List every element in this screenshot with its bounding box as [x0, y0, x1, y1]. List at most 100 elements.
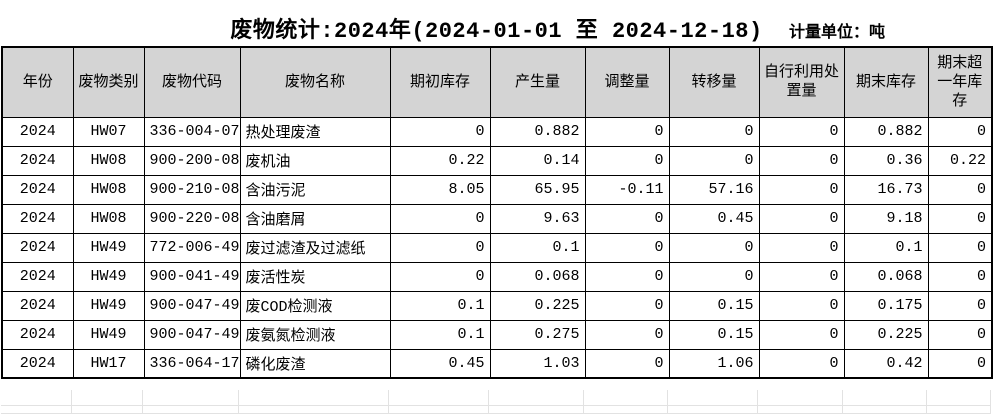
cell-waste-category[interactable]: HW08 [72, 174, 145, 205]
cell-waste-code[interactable]: 900-041-49 [143, 261, 241, 292]
cell-waste-category[interactable]: HW49 [72, 319, 145, 350]
cell-waste-name[interactable]: 磷化废渣 [239, 348, 391, 379]
cell-waste-category[interactable]: HW17 [72, 348, 145, 379]
cell-self-disposal-amount[interactable]: 0 [758, 290, 845, 321]
cell-initial-stock[interactable]: 8.05 [389, 174, 491, 205]
column-header-ending-stock[interactable]: 期末库存 [843, 46, 929, 118]
cell-transfer-amount[interactable]: 57.16 [668, 174, 760, 205]
cell-year[interactable]: 2024 [1, 203, 74, 234]
cell-generated-amount[interactable]: 0.068 [489, 261, 586, 292]
cell-initial-stock[interactable]: 0.45 [389, 348, 491, 379]
column-header-transfer-amount[interactable]: 转移量 [668, 46, 760, 118]
empty-cell[interactable] [489, 390, 584, 406]
cell-adjustment-amount[interactable]: 0 [584, 348, 670, 379]
cell-over-one-year-stock[interactable]: 0 [927, 174, 993, 205]
empty-cell[interactable] [927, 406, 991, 414]
cell-transfer-amount[interactable]: 0 [668, 145, 760, 176]
cell-year[interactable]: 2024 [1, 319, 74, 350]
cell-adjustment-amount[interactable]: 0 [584, 232, 670, 263]
cell-waste-name[interactable]: 废过滤渣及过滤纸 [239, 232, 391, 263]
cell-transfer-amount[interactable]: 0 [668, 232, 760, 263]
cell-adjustment-amount[interactable]: 0 [584, 290, 670, 321]
cell-waste-name[interactable]: 热处理废渣 [239, 116, 391, 147]
cell-waste-code[interactable]: 900-200-08 [143, 145, 241, 176]
cell-transfer-amount[interactable]: 0.45 [668, 203, 760, 234]
cell-over-one-year-stock[interactable]: 0.22 [927, 145, 993, 176]
empty-cell[interactable] [239, 390, 389, 406]
cell-initial-stock[interactable]: 0.1 [389, 319, 491, 350]
cell-year[interactable]: 2024 [1, 145, 74, 176]
cell-waste-name[interactable]: 含油磨屑 [239, 203, 391, 234]
cell-transfer-amount[interactable]: 0.15 [668, 290, 760, 321]
cell-waste-name[interactable]: 废COD检测液 [239, 290, 391, 321]
cell-waste-name[interactable]: 废机油 [239, 145, 391, 176]
empty-cell[interactable] [584, 406, 668, 414]
cell-transfer-amount[interactable]: 0 [668, 116, 760, 147]
empty-cell[interactable] [143, 406, 239, 414]
empty-cell[interactable] [758, 406, 843, 414]
cell-waste-category[interactable]: HW08 [72, 145, 145, 176]
cell-ending-stock[interactable]: 0.175 [843, 290, 929, 321]
cell-year[interactable]: 2024 [1, 348, 74, 379]
cell-year[interactable]: 2024 [1, 290, 74, 321]
cell-generated-amount[interactable]: 0.225 [489, 290, 586, 321]
column-header-waste-category[interactable]: 废物类别 [72, 46, 145, 118]
cell-self-disposal-amount[interactable]: 0 [758, 348, 845, 379]
cell-self-disposal-amount[interactable]: 0 [758, 174, 845, 205]
cell-initial-stock[interactable]: 0 [389, 232, 491, 263]
empty-cell[interactable] [668, 406, 758, 414]
column-header-self-disposal-amount[interactable]: 自行利用处置量 [758, 46, 845, 118]
cell-over-one-year-stock[interactable]: 0 [927, 203, 993, 234]
cell-adjustment-amount[interactable]: 0 [584, 261, 670, 292]
cell-waste-category[interactable]: HW49 [72, 232, 145, 263]
cell-waste-code[interactable]: 900-047-49 [143, 319, 241, 350]
cell-transfer-amount[interactable]: 0 [668, 261, 760, 292]
cell-ending-stock[interactable]: 0.36 [843, 145, 929, 176]
cell-waste-category[interactable]: HW49 [72, 290, 145, 321]
cell-waste-code[interactable]: 900-047-49 [143, 290, 241, 321]
empty-cell[interactable] [1, 406, 72, 414]
cell-generated-amount[interactable]: 0.14 [489, 145, 586, 176]
cell-year[interactable]: 2024 [1, 261, 74, 292]
cell-ending-stock[interactable]: 0.068 [843, 261, 929, 292]
cell-self-disposal-amount[interactable]: 0 [758, 319, 845, 350]
cell-over-one-year-stock[interactable]: 0 [927, 232, 993, 263]
column-header-adjustment-amount[interactable]: 调整量 [584, 46, 670, 118]
empty-cell[interactable] [143, 390, 239, 406]
cell-waste-name[interactable]: 废氨氮检测液 [239, 319, 391, 350]
cell-waste-code[interactable]: 336-004-07 [143, 116, 241, 147]
cell-year[interactable]: 2024 [1, 116, 74, 147]
empty-cell[interactable] [843, 390, 927, 406]
empty-cell[interactable] [584, 390, 668, 406]
empty-cell[interactable] [1, 390, 72, 406]
column-header-waste-code[interactable]: 废物代码 [143, 46, 241, 118]
cell-ending-stock[interactable]: 16.73 [843, 174, 929, 205]
cell-ending-stock[interactable]: 9.18 [843, 203, 929, 234]
cell-waste-name[interactable]: 废活性炭 [239, 261, 391, 292]
empty-cell[interactable] [668, 390, 758, 406]
cell-generated-amount[interactable]: 0.882 [489, 116, 586, 147]
column-header-generated-amount[interactable]: 产生量 [489, 46, 586, 118]
cell-waste-code[interactable]: 336-064-17 [143, 348, 241, 379]
cell-generated-amount[interactable]: 0.1 [489, 232, 586, 263]
cell-transfer-amount[interactable]: 1.06 [668, 348, 760, 379]
cell-waste-category[interactable]: HW49 [72, 261, 145, 292]
cell-waste-category[interactable]: HW07 [72, 116, 145, 147]
cell-waste-code[interactable]: 900-210-08 [143, 174, 241, 205]
cell-self-disposal-amount[interactable]: 0 [758, 116, 845, 147]
cell-initial-stock[interactable]: 0 [389, 203, 491, 234]
cell-waste-name[interactable]: 含油污泥 [239, 174, 391, 205]
column-header-waste-name[interactable]: 废物名称 [239, 46, 391, 118]
cell-ending-stock[interactable]: 0.1 [843, 232, 929, 263]
cell-initial-stock[interactable]: 0 [389, 116, 491, 147]
empty-cell[interactable] [843, 406, 927, 414]
cell-waste-category[interactable]: HW08 [72, 203, 145, 234]
cell-waste-code[interactable]: 900-220-08 [143, 203, 241, 234]
empty-cell[interactable] [389, 406, 489, 414]
column-header-over-one-year-stock[interactable]: 期末超一年库存 [927, 46, 993, 118]
column-header-initial-stock[interactable]: 期初库存 [389, 46, 491, 118]
cell-generated-amount[interactable]: 0.275 [489, 319, 586, 350]
cell-transfer-amount[interactable]: 0.15 [668, 319, 760, 350]
cell-ending-stock[interactable]: 0.42 [843, 348, 929, 379]
empty-cell[interactable] [72, 406, 143, 414]
